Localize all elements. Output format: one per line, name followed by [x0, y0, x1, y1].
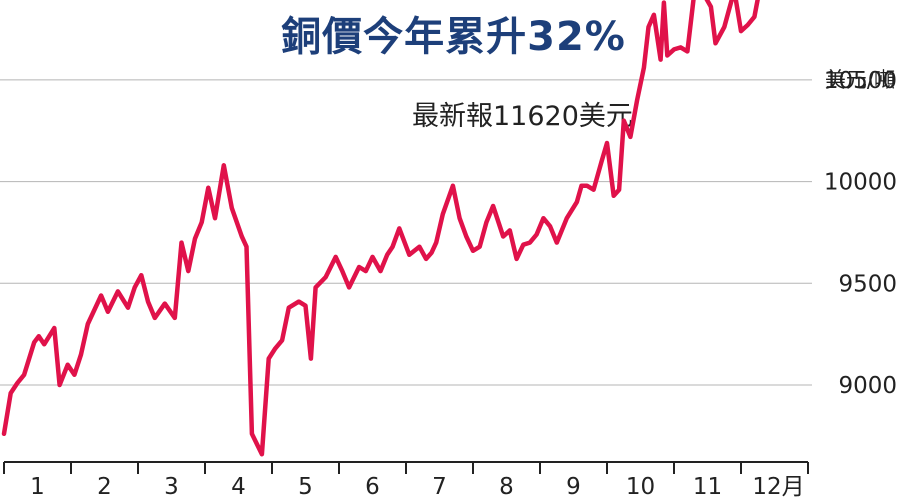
- x-tick-label-6: 6: [365, 474, 380, 500]
- y-tick-label-9000: 9000: [838, 373, 897, 399]
- x-tick-label-5: 5: [298, 474, 313, 500]
- x-tick-label-4: 4: [231, 474, 246, 500]
- y-axis-unit-label: 美元/噸: [824, 68, 895, 92]
- x-tick-label-10: 10: [626, 474, 655, 500]
- copper-price-line: [1, 0, 760, 457]
- x-tick-label-11: 11: [693, 474, 722, 500]
- x-tick-label-8: 8: [499, 474, 514, 500]
- x-tick-label-7: 7: [432, 474, 447, 500]
- x-tick-label-9: 9: [566, 474, 581, 500]
- latest-price-annotation: 最新報11620美元: [412, 101, 633, 132]
- chart-title: 銅價今年累升32%: [281, 14, 626, 60]
- y-tick-label-10500: 10500: [824, 68, 897, 94]
- y-tick-label-9500: 9500: [838, 271, 897, 297]
- x-tick-label-1: 1: [30, 474, 45, 500]
- x-tick-label-3: 3: [164, 474, 179, 500]
- x-tick-label-2: 2: [97, 474, 112, 500]
- x-tick-label-12: 12月: [752, 474, 804, 500]
- y-tick-label-10000: 10000: [824, 170, 897, 196]
